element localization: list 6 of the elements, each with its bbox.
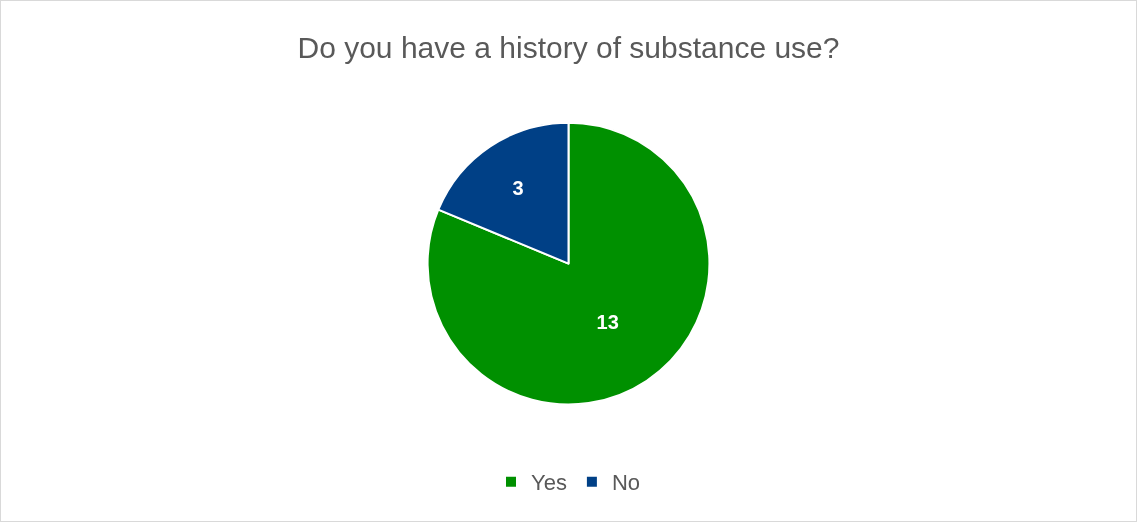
legend-label: Yes bbox=[531, 470, 567, 496]
chart-title: Do you have a history of substance use? bbox=[297, 31, 840, 65]
data-label: 3 bbox=[512, 177, 524, 200]
data-label: 13 bbox=[596, 311, 619, 334]
legend-label: No bbox=[611, 470, 641, 496]
pie-slice bbox=[426, 121, 711, 406]
